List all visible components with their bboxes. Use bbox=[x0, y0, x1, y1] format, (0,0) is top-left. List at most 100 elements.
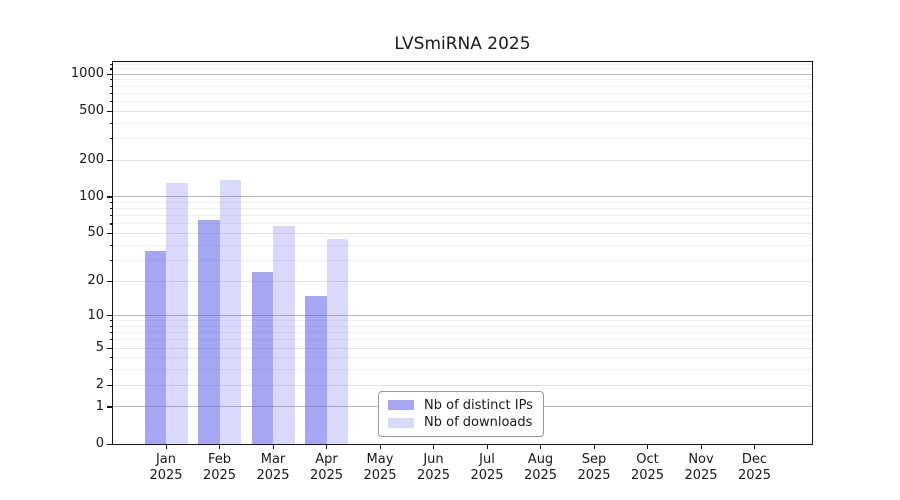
y-minor-tick-mark-800 bbox=[110, 85, 113, 87]
bar-jan-distinct-ips bbox=[144, 250, 166, 444]
y-tick-label-100: 100 bbox=[79, 188, 104, 204]
gridline-100 bbox=[113, 196, 812, 198]
month-name: Jan bbox=[155, 452, 177, 467]
x-tick-mark-sep bbox=[593, 444, 595, 449]
x-tick-label-jan: Jan 2025 bbox=[134, 452, 198, 484]
y-tick-mark-1 bbox=[107, 406, 113, 408]
y-minor-tick-mark-80 bbox=[110, 208, 113, 210]
y-minor-tick-mark-3 bbox=[110, 369, 113, 371]
legend-label-downloads: Nb of downloads bbox=[424, 415, 533, 431]
y-tick-mark-0 bbox=[107, 443, 113, 445]
month-name: Apr bbox=[315, 452, 338, 467]
bar-apr-distinct-ips bbox=[305, 295, 327, 444]
month-name: Jun bbox=[423, 452, 444, 467]
gridline-50 bbox=[113, 232, 812, 234]
y-minor-tick-mark-300 bbox=[110, 137, 113, 140]
month-year: 2025 bbox=[363, 468, 397, 483]
gridline-3 bbox=[113, 369, 812, 371]
y-minor-tick-mark-600 bbox=[110, 100, 113, 102]
gridline-700 bbox=[113, 92, 812, 94]
y-minor-tick-mark-700 bbox=[110, 92, 113, 94]
x-tick-mark-may bbox=[379, 444, 381, 449]
month-name: Feb bbox=[207, 452, 232, 467]
chart-title: LVSmiRNA 2025 bbox=[394, 34, 531, 54]
x-tick-mark-feb bbox=[219, 444, 221, 449]
bar-mar-downloads bbox=[273, 225, 295, 444]
x-tick-mark-aug bbox=[540, 444, 542, 449]
gridline-1200 bbox=[113, 63, 812, 65]
gridline-5 bbox=[113, 347, 812, 349]
gridline-1000 bbox=[113, 73, 812, 75]
gridline-6 bbox=[113, 339, 812, 341]
legend-label-distinct-ips: Nb of distinct IPs bbox=[424, 397, 533, 413]
y-minor-tick-mark-70 bbox=[110, 215, 113, 217]
y-tick-label-10: 10 bbox=[87, 307, 104, 323]
y-minor-tick-mark-400 bbox=[110, 122, 113, 124]
gridline-60 bbox=[113, 223, 812, 225]
x-tick-label-dec: Dec 2025 bbox=[723, 452, 787, 484]
gridline-1100 bbox=[113, 68, 812, 70]
y-tick-label-5: 5 bbox=[95, 340, 104, 355]
gridline-500 bbox=[113, 110, 812, 112]
month-year: 2025 bbox=[523, 468, 558, 483]
bar-jan-downloads bbox=[166, 182, 188, 444]
y-minor-tick-mark-2 bbox=[110, 384, 113, 386]
bars-layer bbox=[113, 62, 812, 444]
y-tick-mark-1000 bbox=[107, 73, 113, 75]
legend-swatch-downloads bbox=[388, 417, 414, 428]
y-tick-label-500: 500 bbox=[79, 103, 104, 119]
gridline-300 bbox=[113, 137, 812, 139]
month-name: Dec bbox=[741, 452, 768, 467]
y-tick-mark-100 bbox=[107, 196, 113, 198]
y-minor-tick-mark-5 bbox=[110, 347, 113, 349]
gridline-90 bbox=[113, 201, 812, 203]
y-minor-tick-mark-50 bbox=[110, 232, 113, 235]
bar-feb-downloads bbox=[219, 180, 241, 444]
x-tick-mark-dec bbox=[754, 444, 756, 449]
x-tick-mark-mar bbox=[272, 444, 274, 449]
x-tick-mark-oct bbox=[647, 444, 649, 449]
x-tick-label-apr: Apr 2025 bbox=[295, 452, 359, 484]
gridline-9 bbox=[113, 320, 812, 322]
bar-apr-downloads bbox=[326, 239, 348, 444]
x-tick-label-feb: Feb 2025 bbox=[188, 452, 252, 484]
y-minor-tick-mark-900 bbox=[110, 79, 113, 81]
y-minor-tick-mark-500 bbox=[110, 110, 113, 112]
month-year: 2025 bbox=[149, 468, 183, 483]
x-tick-label-may: May 2025 bbox=[348, 452, 412, 484]
month-year: 2025 bbox=[416, 468, 451, 483]
x-tick-mark-nov bbox=[700, 444, 702, 449]
x-tick-mark-jul bbox=[486, 444, 488, 449]
y-tick-mark-10 bbox=[107, 315, 113, 317]
month-name: Oct bbox=[636, 452, 659, 467]
x-tick-label-nov: Nov 2025 bbox=[669, 452, 733, 484]
month-year: 2025 bbox=[256, 468, 290, 483]
month-name: Jul bbox=[479, 452, 495, 467]
gridline-10 bbox=[113, 315, 812, 317]
y-minor-tick-mark-200 bbox=[110, 159, 113, 161]
legend-swatch-distinct-ips bbox=[388, 400, 414, 411]
y-minor-tick-mark-40 bbox=[110, 244, 113, 246]
x-tick-label-oct: Oct 2025 bbox=[616, 452, 680, 484]
month-name: Nov bbox=[688, 452, 714, 467]
month-year: 2025 bbox=[737, 468, 772, 483]
y-minor-tick-mark-4 bbox=[110, 357, 113, 359]
gridlines-layer bbox=[113, 62, 812, 444]
gridline-600 bbox=[113, 100, 812, 102]
gridline-7 bbox=[113, 332, 812, 334]
month-year: 2025 bbox=[309, 468, 344, 483]
x-tick-label-jun: Jun 2025 bbox=[402, 452, 466, 484]
legend-row-downloads: Nb of downloads bbox=[388, 415, 534, 430]
month-name: Sep bbox=[581, 452, 607, 467]
gridline-30 bbox=[113, 259, 812, 261]
y-minor-tick-mark-9 bbox=[110, 320, 113, 322]
gridline-70 bbox=[113, 215, 812, 217]
gridline-2 bbox=[113, 384, 812, 386]
month-name: Aug bbox=[527, 452, 554, 467]
gridline-20 bbox=[113, 280, 812, 282]
y-minor-tick-mark-90 bbox=[110, 201, 113, 204]
legend: Nb of distinct IPs Nb of downloads bbox=[378, 391, 544, 437]
x-tick-label-aug: Aug 2025 bbox=[509, 452, 573, 484]
y-minor-tick-mark-1100 bbox=[110, 68, 113, 70]
